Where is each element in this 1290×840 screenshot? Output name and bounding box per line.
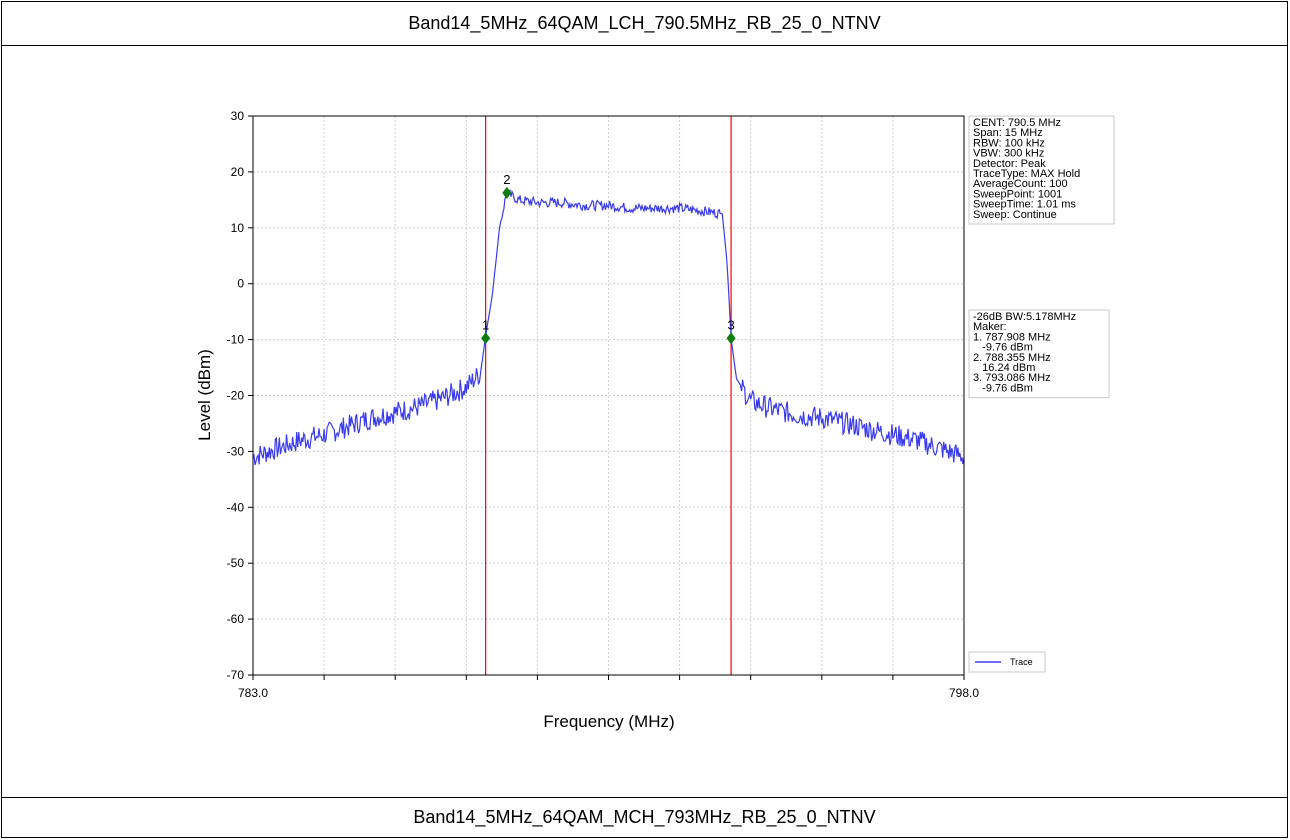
y-axis-label: Level (dBm) [195, 349, 214, 441]
info-line: -26dB BW:5.178MHz [973, 311, 1076, 323]
info-line: CENT: 790.5 MHz [973, 117, 1061, 129]
legend: Trace [968, 651, 1046, 673]
marker-lines [485, 116, 732, 675]
axis-ticks: 30 20 10 0 -10 -20 -30 -40 -50 -60 -70 783.0 798.0 [227, 109, 980, 700]
info-line: Span: 15 MHz [973, 127, 1043, 139]
info-line: AverageCount: 100 [973, 178, 1068, 190]
markers: 1 2 3 [481, 172, 736, 345]
info-line: RBW: 100 kHz [973, 137, 1045, 149]
info-line: -9.76 dBm [973, 382, 1033, 394]
info-line: Sweep: Continue [973, 209, 1057, 221]
y-tick-label: -30 [227, 444, 245, 458]
info-line: 16.24 dBm [973, 362, 1035, 374]
x-axis-label: Frequency (MHz) [543, 712, 674, 731]
header-title: Band14_5MHz_64QAM_LCH_790.5MHz_RB_25_0_N… [2, 2, 1287, 46]
info-line: 2. 788.355 MHz [973, 352, 1051, 364]
y-tick-label: -60 [227, 612, 245, 626]
marker-label-3: 3 [727, 317, 734, 332]
y-tick-label: 0 [237, 277, 244, 291]
y-tick-label: -70 [227, 668, 245, 682]
legend-label-trace: Trace [1010, 657, 1033, 667]
y-tick-label: -50 [227, 556, 245, 570]
marker-label-1: 1 [482, 317, 489, 332]
y-tick-label: -40 [227, 500, 245, 514]
info-line: 1. 787.908 MHz [973, 331, 1051, 343]
info-line: Detector: Peak [973, 158, 1046, 170]
series-line-trace [252, 189, 965, 466]
x-tick-label: 783.0 [238, 686, 268, 700]
info-line: Maker: [973, 321, 1007, 333]
marker-2 [502, 186, 512, 199]
info-line: SweepPoint: 1001 [973, 188, 1062, 200]
info-line: VBW: 300 kHz [973, 148, 1044, 160]
legend-frame [968, 651, 1046, 673]
x-tick-label: 798.0 [949, 686, 979, 700]
marker-3 [726, 332, 736, 345]
info-line: SweepTime: 1.01 ms [973, 199, 1076, 211]
y-tick-label: -20 [227, 389, 245, 403]
info-box-frame [968, 115, 1115, 225]
marker-1 [481, 332, 491, 345]
info-box-frame [968, 309, 1110, 399]
y-tick-label: -10 [227, 333, 245, 347]
info-line: 3. 793.086 MHz [973, 372, 1051, 384]
y-tick-label: 20 [231, 165, 245, 179]
y-tick-label: 30 [231, 109, 245, 123]
info-line: -9.76 dBm [973, 342, 1033, 354]
marker-label-2: 2 [503, 172, 510, 187]
y-tick-label: 10 [231, 221, 245, 235]
plot-area-border [252, 115, 965, 676]
grid [253, 115, 964, 676]
info-line: TraceType: MAX Hold [973, 168, 1080, 180]
footer-title: Band14_5MHz_64QAM_MCH_793MHz_RB_25_0_NTN… [2, 797, 1287, 837]
